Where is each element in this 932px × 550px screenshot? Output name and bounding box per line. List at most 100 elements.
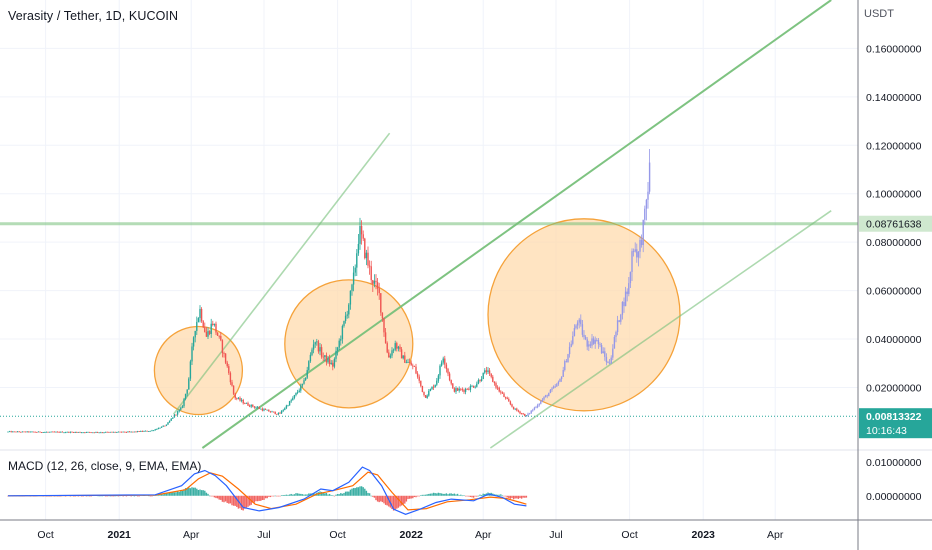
macd-histogram-bar [213,495,216,498]
macd-histogram-bar [375,495,377,501]
price-candle [47,431,49,433]
price-candle [335,350,337,359]
macd-histogram-bar [200,490,203,496]
price-candle [485,370,488,372]
price-candle [165,424,168,426]
projection-candle [645,199,648,209]
macd-histogram-bar [464,495,467,497]
macd-histogram-bar [416,495,419,497]
macd-histogram-bar [512,495,515,500]
price-candle [21,431,24,433]
price-candle [108,431,110,433]
macd-histogram-bar [284,494,286,496]
macd-histogram-bar [501,495,504,497]
macd-histogram-bar [197,489,200,496]
macd-histogram-bar [272,495,275,497]
price-candle [56,431,59,433]
macd-histogram-bar [191,487,193,496]
macd-histogram-bar [503,495,505,497]
price-candle [452,383,454,389]
projection-candle [597,340,600,345]
price-candle [442,358,444,363]
macd-histogram-bar [293,494,296,496]
projection-candle [528,413,531,415]
macd-histogram-bar [253,495,256,503]
price-tick-label: 0.10000000 [866,189,922,201]
macd-histogram-bar [106,495,108,497]
projection-candle [546,395,548,397]
macd-histogram-bar [428,493,430,496]
price-candle [508,399,510,402]
price-candle [333,358,336,367]
price-candle [461,389,464,391]
projection-candle [621,301,624,315]
projection-candle [620,314,622,322]
price-candle [266,409,268,411]
macd-histogram-bar [228,495,230,504]
macd-histogram-bar [432,492,435,496]
macd-histogram-bar [516,495,518,499]
price-candle [316,341,318,343]
macd-histogram-bar [224,495,227,502]
macd-histogram-bar [504,495,507,497]
macd-histogram-bar [151,495,153,497]
macd-histogram-bar [495,494,497,496]
macd-histogram-bar [370,495,372,497]
price-candle [90,432,92,434]
price-candle [192,337,195,347]
price-candle [428,391,430,396]
price-candle [250,404,252,407]
price-candle [16,431,19,433]
price-candle [87,431,89,433]
projection-candle [599,344,601,346]
price-candle [274,411,276,414]
price-candle [136,431,139,432]
price-candle [125,432,128,433]
projection-candle [530,410,532,414]
price-candle [317,341,320,352]
countdown-label: 10:16:43 [866,425,907,437]
price-candle [77,432,80,433]
macd-histogram-bar [232,495,235,506]
price-candle [269,411,272,413]
macd-histogram-bar [90,495,92,497]
price-candle [268,409,270,412]
price-candle [303,380,305,384]
price-candle [472,385,475,388]
price-candle [359,226,361,244]
macd-histogram-bar [212,495,214,497]
macd-histogram-bar [514,495,516,499]
price-candle [282,410,284,411]
macd-histogram-bar [159,493,161,496]
price-candle [48,431,51,433]
projection-candle [565,361,568,363]
price-candle [440,362,443,366]
price-candle [340,339,342,341]
projection-candle [605,356,608,363]
price-candle [455,388,457,392]
price-candle [456,388,459,391]
macd-histogram-bar [480,494,483,496]
price-candle [444,358,446,365]
macd-histogram-bar [525,495,528,498]
macd-histogram-bar [236,495,238,507]
macd-histogram-bar [255,495,257,502]
price-candle [140,431,142,432]
macd-histogram-bar [170,492,172,496]
price-candle [287,405,289,407]
price-candle [76,432,78,433]
price-candle [252,404,254,407]
macd-histogram-bar [509,495,512,499]
projection-candle [552,386,555,389]
price-candle [216,332,219,336]
projection-candle [642,219,644,246]
projection-candle [612,348,614,358]
macd-histogram-bar [204,490,206,496]
price-candle [116,432,118,433]
price-candle [327,358,329,363]
macd-histogram-bar [280,495,283,496]
price-candle [418,376,420,381]
price-candle [397,346,400,349]
